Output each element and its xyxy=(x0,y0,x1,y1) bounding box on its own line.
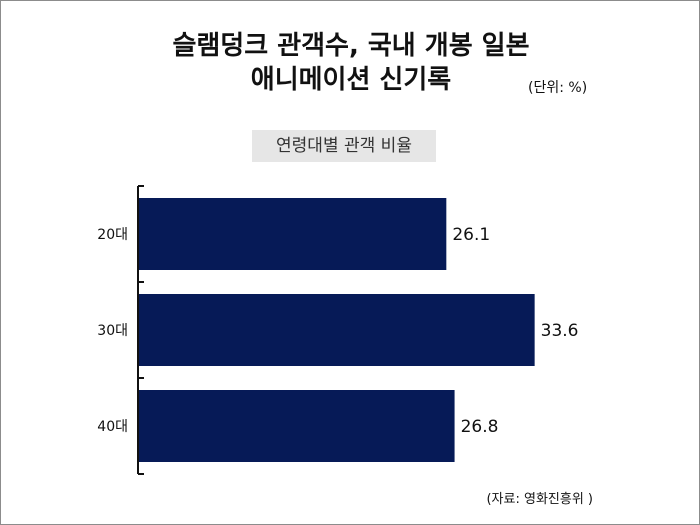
bar xyxy=(139,294,535,366)
category-label: 20대 xyxy=(97,227,128,243)
value-label: 26.1 xyxy=(452,225,490,245)
chart-title-line-2: 애니메이션 신기록 xyxy=(250,65,452,95)
unit-label: (단위: %) xyxy=(528,80,588,96)
value-label: 26.8 xyxy=(461,417,499,437)
chart-title-line-1: 슬램덩크 관객수, 국내 개봉 일본 xyxy=(172,31,530,61)
bar xyxy=(139,390,455,462)
category-label: 30대 xyxy=(97,323,128,339)
category-label: 40대 xyxy=(97,419,128,435)
bars-layer: 26.1 33.6 26.8 xyxy=(139,198,578,462)
bar xyxy=(139,198,447,270)
value-label: 33.6 xyxy=(541,321,579,341)
chart-subtitle: 연령대별 관객 비율 xyxy=(252,130,436,162)
source-note: (자료: 영화진흥위 ) xyxy=(486,492,593,507)
axis-layer: 20대 30대 40대 xyxy=(97,185,144,475)
